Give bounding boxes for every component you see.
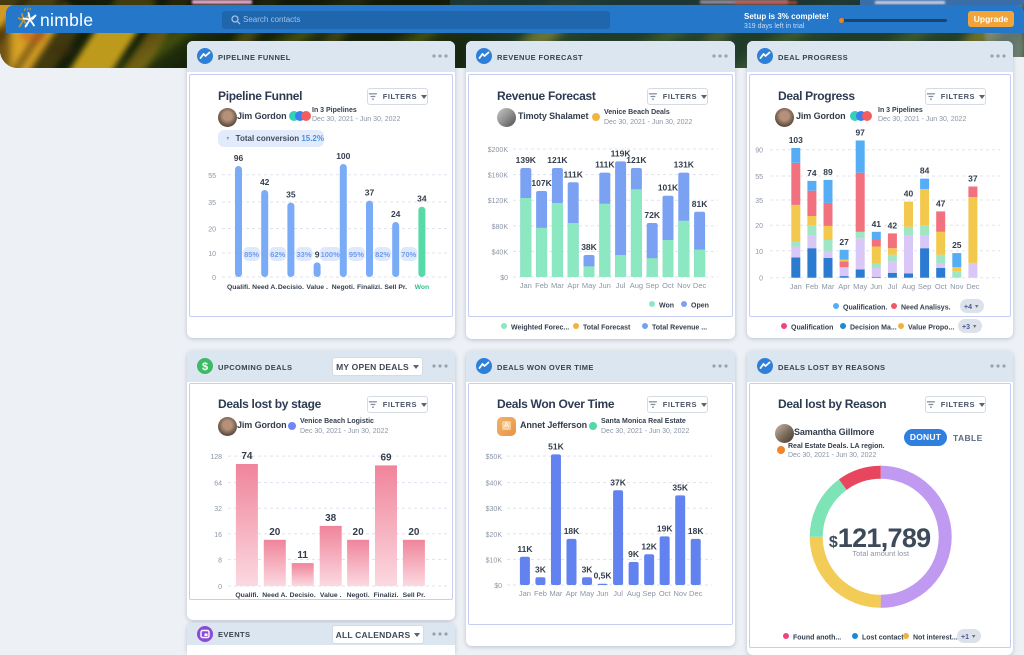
svg-text:$: $ [202, 361, 208, 373]
svg-text:nimble: nimble [40, 10, 93, 30]
